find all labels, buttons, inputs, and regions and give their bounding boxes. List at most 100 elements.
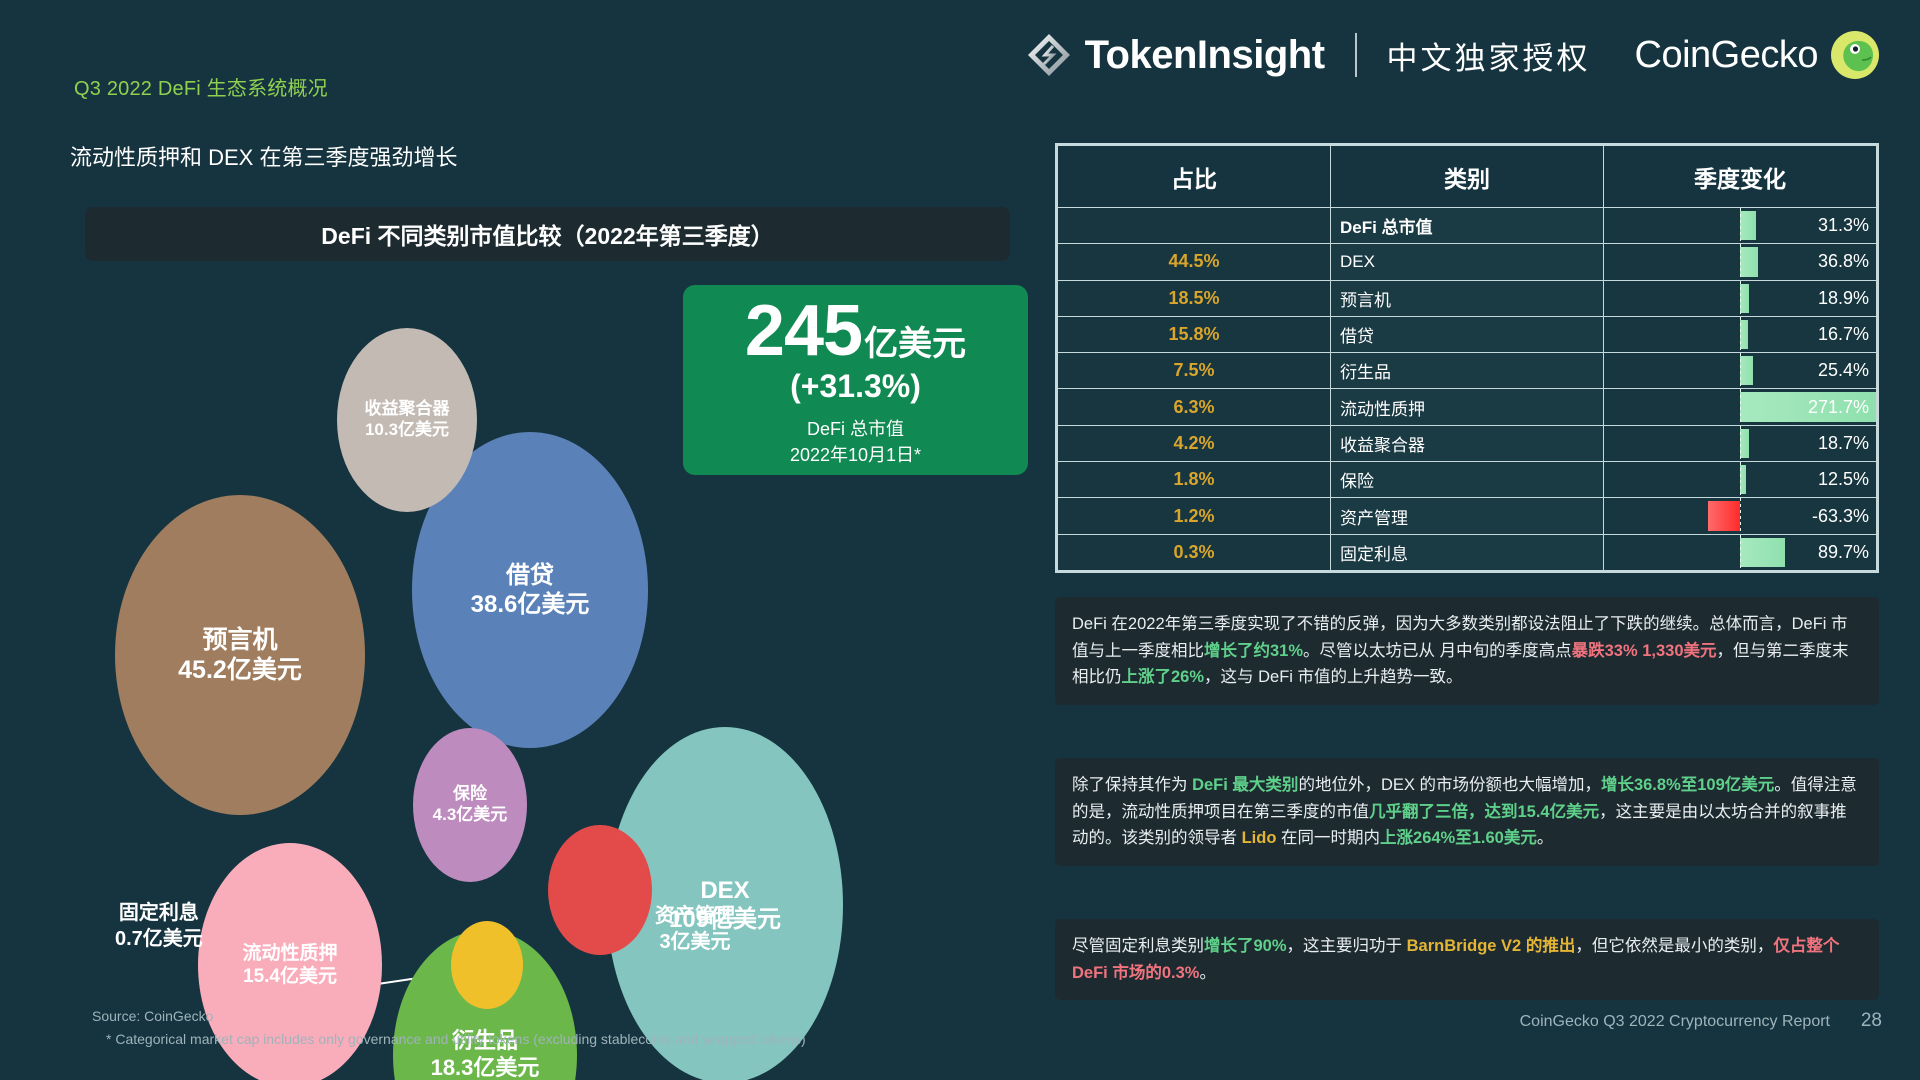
note-segment: 。 (1536, 829, 1554, 848)
table-body: DeFi 总市值 31.3% 44.5% DEX 36.8% 18.5% 预言机 18.9% 1… (1057, 206, 1877, 572)
table-row: 4.2% 收益聚合器 18.7% (1057, 424, 1877, 463)
column-header-category: 类别 (1330, 145, 1604, 208)
change-bar (1740, 247, 1759, 277)
note-segment: ，这与 DeFi 市值的上升趋势一致。 (1204, 668, 1463, 687)
cell-change: 89.7% (1603, 533, 1877, 572)
cell-change: 12.5% (1603, 461, 1877, 499)
cell-category: 资产管理 (1330, 497, 1604, 535)
cell-category: 预言机 (1330, 279, 1604, 317)
commentary-block-3: 尽管固定利息类别增长了90%，这主要归功于 BarnBridge V2 的推出，… (1055, 919, 1879, 1001)
callout-value: 3亿美元 (659, 931, 731, 953)
cell-category: 流动性质押 (1330, 388, 1604, 426)
note-segment: 增长了90% (1204, 937, 1287, 955)
table-row: 0.3% 固定利息 89.7% (1057, 533, 1877, 572)
bubble-收益聚合器: 收益聚合器 10.3亿美元 (337, 328, 477, 512)
zero-line (1740, 280, 1741, 316)
column-header-share: 占比 (1057, 145, 1331, 208)
cell-share (1057, 206, 1331, 245)
cell-category: DEX (1330, 243, 1604, 281)
bubble-label-name: 收益聚合器 (364, 399, 450, 419)
bubble-label-value: 18.3亿美元 (430, 1055, 540, 1080)
gecko-icon (1830, 30, 1880, 80)
stat-main-row: 245 亿美元 (745, 295, 966, 367)
bubble-流动性质押: 流动性质押 15.4亿美元 (198, 843, 382, 1080)
cell-change: 25.4% (1603, 352, 1877, 390)
cell-category: 保险 (1330, 461, 1604, 499)
note-segment: ，这主要归功于 (1286, 937, 1407, 955)
bubble-label-value: 38.6亿美元 (470, 591, 590, 618)
table-head: 占比 类别 季度变化 (1057, 145, 1877, 208)
cell-change: 31.3% (1603, 206, 1877, 245)
table-row: 7.5% 衍生品 25.4% (1057, 352, 1877, 390)
change-value: -63.3% (1811, 505, 1869, 526)
chart-title: DeFi 不同类别市值比较（2022年第三季度） (321, 223, 774, 249)
note-segment: DeFi 最大类别 (1192, 776, 1299, 794)
commentary-block-1: DeFi 在2022年第三季度实现了不错的反弹，因为大多数类别都设法阻止了下跌的… (1055, 597, 1879, 706)
bubble-label-value: 10.3亿美元 (364, 420, 450, 439)
cell-share: 4.2% (1057, 424, 1331, 463)
footnote-line: * Categorical market cap includes only g… (106, 1031, 806, 1047)
cell-share: 6.3% (1057, 388, 1331, 426)
bubble-label-value: 4.3亿美元 (432, 805, 508, 824)
note-segment: 增长了约31% (1204, 641, 1304, 660)
callout-name: 资产管理 (655, 905, 735, 927)
table-row: 44.5% DEX 36.8% (1057, 243, 1877, 281)
page-subtitle: 流动性质押和 DEX 在第三季度强劲增长 (70, 145, 458, 170)
category-table: 占比 类别 季度变化 DeFi 总市值 31.3% 44.5% DEX 36.8% 18.… (1055, 143, 1879, 573)
slide-label: Q3 2022 DeFi 生态系统概况 (74, 78, 328, 100)
note-segment: 的地位外，DEX 的市场份额也大幅增加， (1298, 776, 1601, 794)
column-header-change: 季度变化 (1603, 145, 1877, 208)
note-segment: 在同一时期内 (1276, 829, 1381, 848)
cell-change: 18.7% (1603, 424, 1877, 463)
page-number: 28 (1860, 1010, 1882, 1031)
bubble-label-value: 109亿美元 (668, 906, 782, 933)
bubble-固定利息 (451, 921, 523, 1009)
tokeninsight-logo: TokenInsight (1027, 33, 1325, 78)
change-value: 25.4% (1817, 360, 1869, 381)
cell-change: 18.9% (1603, 279, 1877, 317)
cell-share: 1.2% (1057, 497, 1331, 535)
cell-category: DeFi 总市值 (1330, 206, 1604, 245)
vertical-divider-icon (1354, 33, 1357, 77)
note-segment: 。值得注意的是，流动性质押项目在第三季度的市值 (1072, 776, 1857, 821)
change-bar (1740, 392, 1876, 422)
callout-value: 0.7亿美元 (115, 928, 203, 950)
report-name: CoinGecko Q3 2022 Cryptocurrency Report (1519, 1013, 1830, 1030)
table-row: 1.8% 保险 12.5% (1057, 461, 1877, 499)
note-segment: 。尽管以太坊已从 月中旬的季度高点 (1303, 641, 1572, 660)
change-bar (1740, 537, 1785, 567)
change-value: 18.9% (1817, 287, 1869, 308)
bubble-label-name: DEX (700, 876, 750, 904)
cell-category: 固定利息 (1330, 533, 1604, 572)
cell-share: 44.5% (1057, 243, 1331, 281)
note-segment: ，但与第二季度末相比仍 (1072, 641, 1849, 687)
change-value: 16.7% (1817, 324, 1869, 345)
commentary-block-2: 除了保持其作为 DeFi 最大类别的地位外，DEX 的市场份额也大幅增加，增长3… (1055, 758, 1879, 867)
note-segment: DeFi 在2022年第三季度实现了不错的反弹，因为大多数类别都设法阻止了下跌的… (1072, 615, 1848, 660)
note-segment: 尽管固定利息类别 (1072, 937, 1204, 955)
category-table-element: 占比 类别 季度变化 DeFi 总市值 31.3% 44.5% DEX 36.8% 18.… (1057, 145, 1877, 572)
cell-share: 0.3% (1057, 533, 1331, 572)
table-header-row: 占比 类别 季度变化 (1057, 145, 1877, 208)
bubble-预言机: 预言机 45.2亿美元 (115, 495, 365, 815)
note-segment: 暴跌33% 1,330美元 (1571, 641, 1717, 660)
cell-change: 36.8% (1603, 243, 1877, 281)
bubble-label-name: 借贷 (506, 561, 554, 589)
cell-share: 15.8% (1057, 315, 1331, 354)
table-row: DeFi 总市值 31.3% (1057, 206, 1877, 245)
source-line: Source: CoinGecko (92, 1008, 214, 1024)
change-bar (1740, 283, 1750, 313)
change-value: 18.7% (1817, 432, 1869, 453)
change-value: 12.5% (1817, 469, 1869, 490)
note-segment: 上涨了26% (1121, 668, 1205, 687)
cell-share: 7.5% (1057, 352, 1331, 390)
change-value: 89.7% (1817, 541, 1869, 562)
change-bar (1740, 356, 1753, 386)
bubble-label-value: 15.4亿美元 (243, 966, 337, 987)
zero-line (1740, 208, 1741, 244)
zero-line (1740, 425, 1741, 462)
stat-description-2: 2022年10月1日* (789, 444, 922, 465)
bubble-保险: 保险 4.3亿美元 (413, 728, 527, 882)
callout-name: 固定利息 (118, 902, 199, 924)
brand-bar: TokenInsight 中文独家授权 CoinGecko (1027, 30, 1880, 80)
